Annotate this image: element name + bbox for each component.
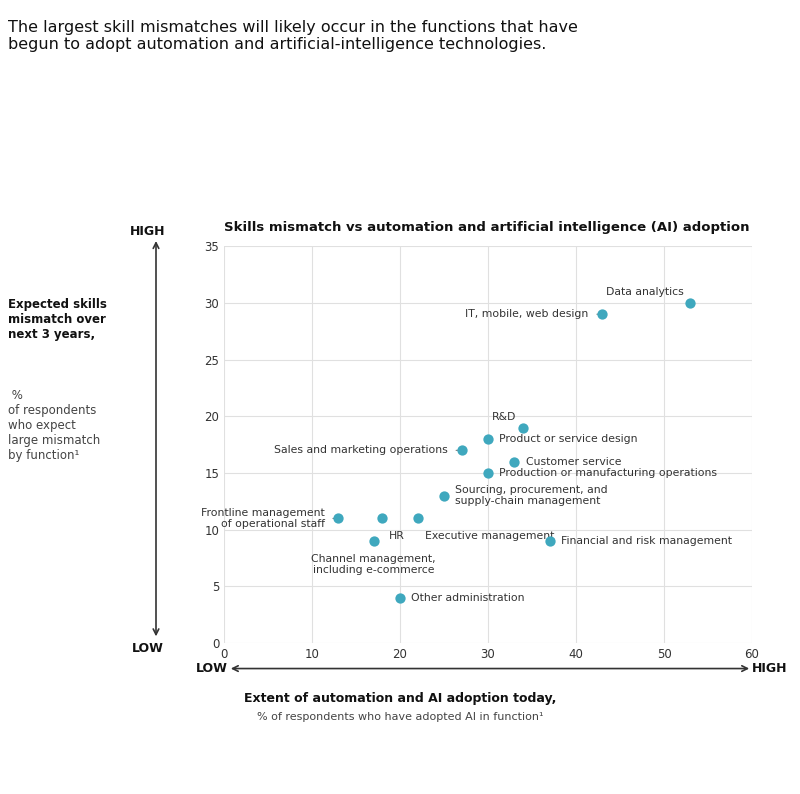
Text: HIGH: HIGH <box>130 225 166 238</box>
Text: Customer service: Customer service <box>514 457 621 467</box>
Point <box>394 592 406 604</box>
Text: Sourcing, procurement, and
supply-chain management: Sourcing, procurement, and supply-chain … <box>444 485 608 507</box>
Point <box>508 455 521 468</box>
Text: Product or service design: Product or service design <box>488 434 638 444</box>
Text: HR: HR <box>390 531 406 541</box>
Point <box>367 534 380 547</box>
Text: LOW: LOW <box>196 662 228 675</box>
Point <box>411 512 424 525</box>
Point <box>455 444 468 457</box>
Text: Production or manufacturing operations: Production or manufacturing operations <box>488 468 717 478</box>
Text: R&D: R&D <box>492 412 516 422</box>
Text: Other administration: Other administration <box>400 593 525 603</box>
Point <box>482 433 494 445</box>
Text: Frontline management
of operational staff: Frontline management of operational staf… <box>201 507 338 529</box>
Text: Financial and risk management: Financial and risk management <box>550 536 732 546</box>
Point <box>438 489 450 502</box>
Text: Skills mismatch vs automation and artificial intelligence (AI) adoption: Skills mismatch vs automation and artifi… <box>224 222 750 234</box>
Text: HIGH: HIGH <box>752 662 787 675</box>
Text: %
of respondents
who expect
large mismatch
by function¹: % of respondents who expect large mismat… <box>8 389 100 462</box>
Text: IT, mobile, web design: IT, mobile, web design <box>466 309 602 319</box>
Point <box>596 308 609 321</box>
Text: Channel management,
including e-commerce: Channel management, including e-commerce <box>311 553 436 575</box>
Point <box>543 534 556 547</box>
Point <box>517 422 530 434</box>
Text: The largest skill mismatches will likely occur in the functions that have
begun : The largest skill mismatches will likely… <box>8 20 578 52</box>
Text: % of respondents who have adopted AI in function¹: % of respondents who have adopted AI in … <box>257 712 543 723</box>
Text: Executive management: Executive management <box>425 531 554 541</box>
Point <box>376 512 389 525</box>
Text: LOW: LOW <box>132 642 164 654</box>
Text: Sales and marketing operations: Sales and marketing operations <box>274 445 462 455</box>
Point <box>482 467 494 480</box>
Text: Extent of automation and AI adoption today,: Extent of automation and AI adoption tod… <box>244 692 556 705</box>
Point <box>684 296 697 309</box>
Text: Data analytics: Data analytics <box>606 287 683 297</box>
Text: Expected skills
mismatch over
next 3 years,: Expected skills mismatch over next 3 yea… <box>8 298 107 341</box>
Point <box>332 512 345 525</box>
